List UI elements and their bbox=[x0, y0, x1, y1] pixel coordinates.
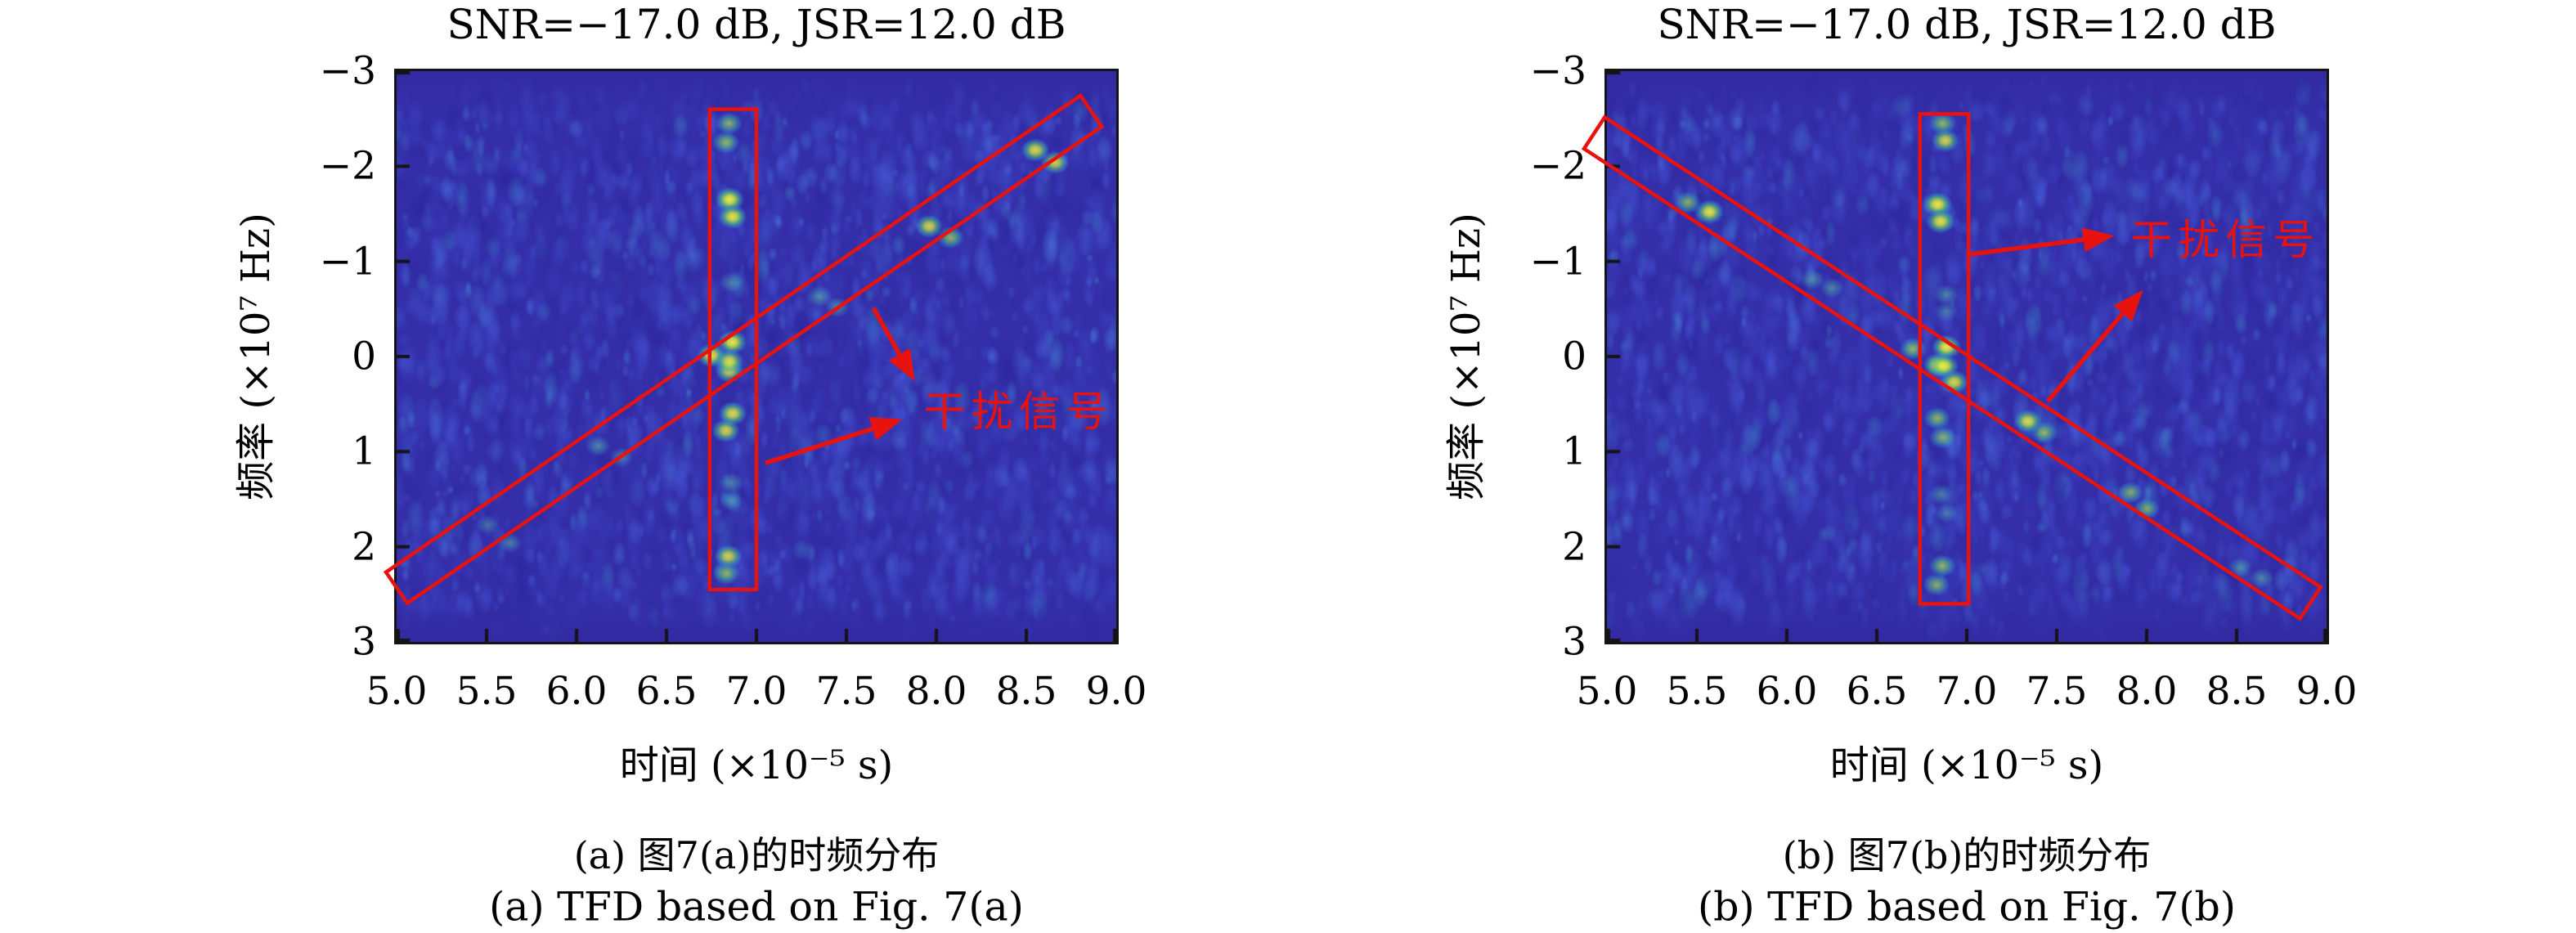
x-tick-label: 5.5 bbox=[456, 669, 518, 714]
y-tick-label: −2 bbox=[1529, 143, 1586, 189]
x-axis-label: 时间 (×10⁻⁵ s) bbox=[1829, 742, 2104, 788]
y-tick-label: −3 bbox=[319, 48, 376, 94]
interference-signal-label: 干扰信号 bbox=[923, 388, 1114, 437]
x-tick-label: 6.0 bbox=[1756, 669, 1818, 714]
x-tick-label: 8.0 bbox=[2116, 669, 2178, 714]
panel-b: SNR=−17.0 dB, JSR=12.0 dB 频率 (×10⁷ Hz) −… bbox=[1210, 0, 2498, 933]
spectrogram-plot-a: 干扰信号 bbox=[383, 69, 1119, 644]
x-tick-label: 5.0 bbox=[366, 669, 428, 714]
caption-english: (b) TFD based on Fig. 7(b) bbox=[1698, 883, 2236, 931]
x-axis-label: 时间 (×10⁻⁵ s) bbox=[619, 742, 894, 788]
x-tick-label: 8.5 bbox=[2206, 669, 2268, 714]
jamming-highlight-overlay bbox=[1581, 112, 2323, 621]
spectrogram-plot-b: 干扰信号 bbox=[1581, 69, 2329, 644]
caption-english: (a) TFD based on Fig. 7(a) bbox=[489, 883, 1024, 931]
plot-title: SNR=−17.0 dB, JSR=12.0 dB bbox=[1657, 1, 2277, 48]
jamming-highlight-overlay bbox=[383, 92, 1105, 606]
panel-a: SNR=−17.0 dB, JSR=12.0 dB 频率 (×10⁷ Hz) −… bbox=[233, 1, 1147, 931]
x-tick-label: 8.0 bbox=[905, 669, 967, 714]
y-tick-label: 2 bbox=[352, 524, 376, 570]
y-tick-label: 1 bbox=[352, 428, 376, 474]
x-tick-label: 5.0 bbox=[1576, 669, 1638, 714]
y-tick-label: 3 bbox=[352, 619, 376, 665]
y-tick-label: 2 bbox=[1562, 524, 1586, 570]
x-tick-label: 9.0 bbox=[1085, 669, 1147, 714]
interference-signal-label: 干扰信号 bbox=[2130, 217, 2321, 266]
y-tick-label: −1 bbox=[319, 239, 376, 285]
y-tick-label: 0 bbox=[352, 334, 376, 379]
x-tick-label: 6.5 bbox=[1846, 669, 1908, 714]
x-tick-label: 7.5 bbox=[2026, 669, 2088, 714]
x-tick-label: 5.5 bbox=[1666, 669, 1728, 714]
x-tick-label: 6.0 bbox=[545, 669, 608, 714]
x-tick-label: 6.5 bbox=[635, 669, 698, 714]
x-tick-label: 7.5 bbox=[815, 669, 877, 714]
x-tick-label: 7.0 bbox=[725, 669, 788, 714]
y-tick-label: −3 bbox=[1529, 48, 1586, 94]
y-tick-label: −1 bbox=[1529, 239, 1586, 285]
x-tick-label: 9.0 bbox=[2296, 669, 2358, 714]
x-tick-label: 7.0 bbox=[1936, 669, 1998, 714]
y-tick-label: 3 bbox=[1562, 619, 1586, 665]
x-tick-label: 8.5 bbox=[995, 669, 1057, 714]
caption-chinese: (a) 图7(a)的时频分布 bbox=[573, 833, 940, 877]
plot-title: SNR=−17.0 dB, JSR=12.0 dB bbox=[447, 1, 1066, 48]
y-tick-label: 1 bbox=[1562, 428, 1586, 474]
y-tick-label: −2 bbox=[319, 143, 376, 189]
caption-chinese: (b) 图7(b)的时频分布 bbox=[1782, 833, 2152, 877]
y-tick-label: 0 bbox=[1562, 334, 1586, 379]
